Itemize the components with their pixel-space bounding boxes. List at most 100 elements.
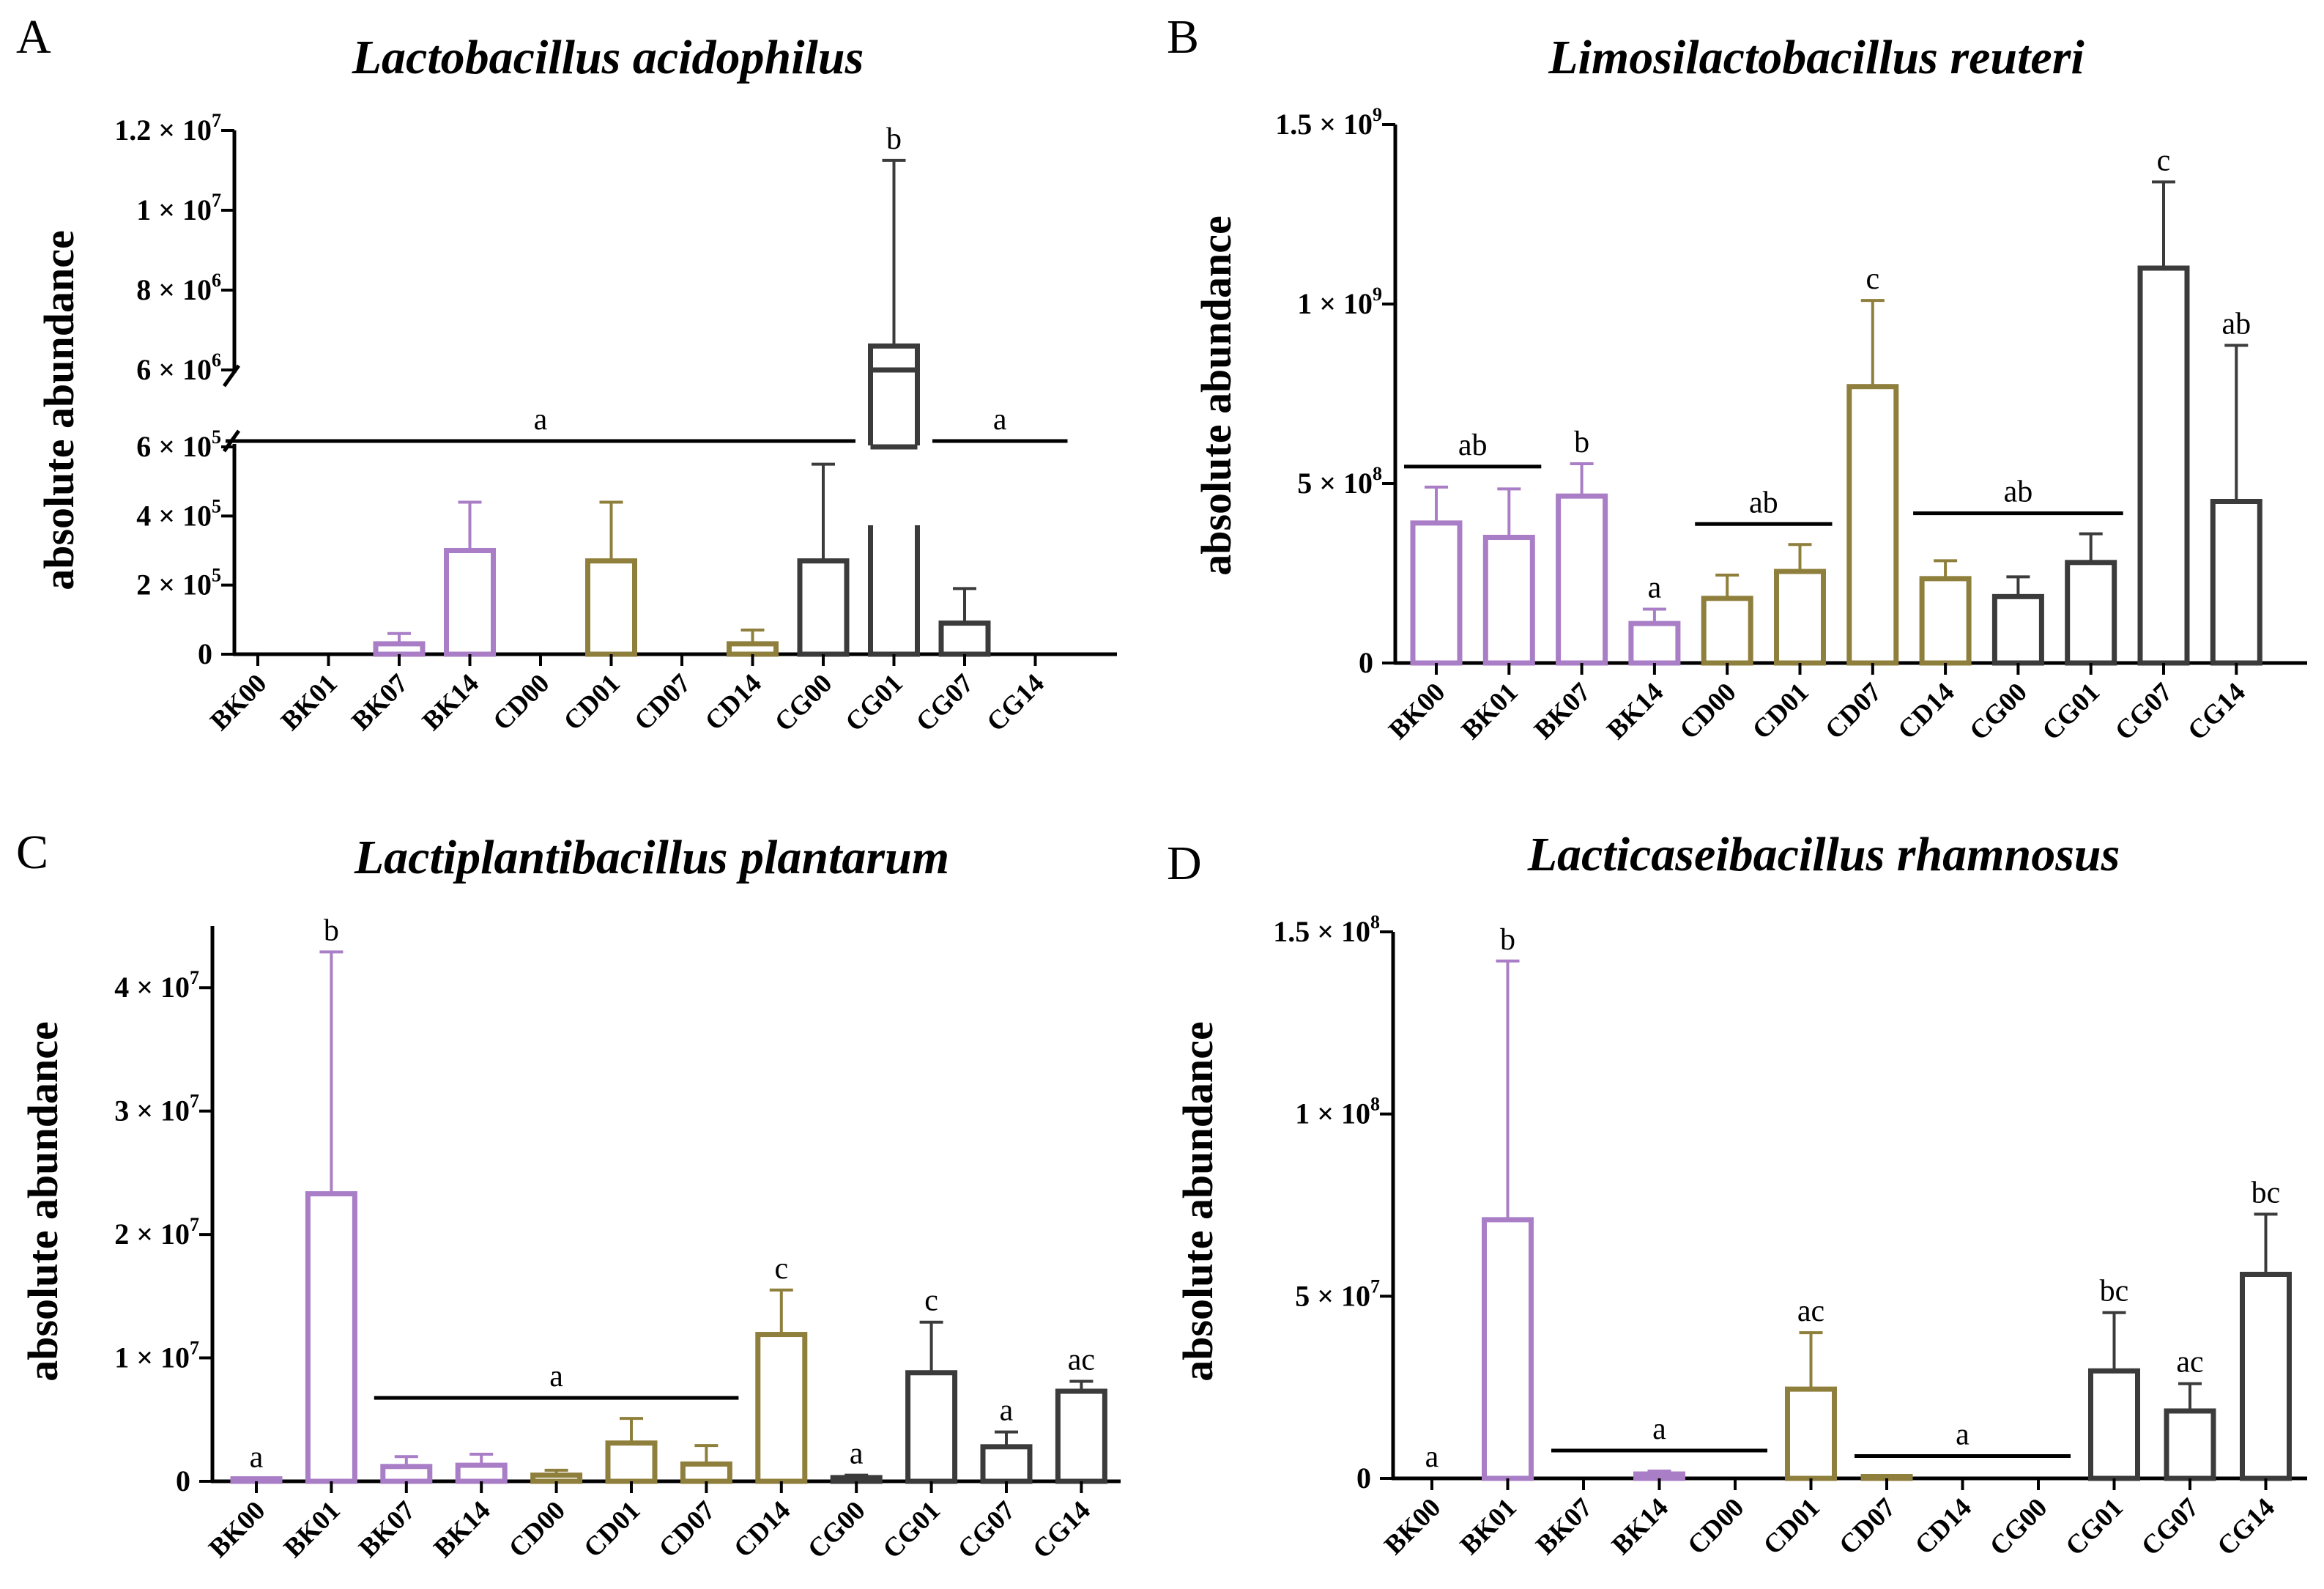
bar-bk00 <box>230 1476 283 1484</box>
bar-bk14 <box>455 1462 508 1484</box>
x-tick-label: CD07 <box>1819 677 1887 745</box>
y-tick-label: 5 × 108 <box>1297 463 1382 500</box>
y-tick-label: 0 <box>1356 1462 1371 1494</box>
x-tick-label: BK07 <box>353 1495 421 1563</box>
bar-cg07 <box>938 621 991 657</box>
bar-cg00 <box>797 558 850 657</box>
significance-label: bc <box>2251 1176 2281 1210</box>
bar-bk07 <box>1556 493 1608 666</box>
significance-label: ab <box>2004 475 2033 509</box>
panel-b: B Limosilactobacillus reuteri absolute a… <box>1167 10 2307 747</box>
significance-label: a <box>1652 1412 1666 1446</box>
panel-d: D Lacticaseibacillus rhamnosus absolute … <box>1167 828 2307 1562</box>
significance-label: ac <box>2176 1346 2203 1379</box>
x-tick-label: CG00 <box>802 1495 871 1564</box>
x-tick-label: CG14 <box>981 668 1050 737</box>
x-tick-label: BK01 <box>1456 677 1524 745</box>
x-tick-label: BK07 <box>1529 677 1597 745</box>
y-tick-label: 4 × 105 <box>136 495 221 532</box>
bar-cg01 <box>905 1370 958 1484</box>
bar-bk01 <box>1482 1217 1534 1481</box>
x-tick-label: CG01 <box>2060 1492 2128 1561</box>
x-tick-label: CG14 <box>2211 1492 2280 1561</box>
y-tick-label: 2 × 105 <box>136 565 221 601</box>
x-tick-label: BK14 <box>417 668 485 736</box>
panel-label: B <box>1167 10 1199 64</box>
x-tick-label: CD00 <box>503 1495 571 1563</box>
x-tick-label: CG07 <box>2136 1492 2205 1561</box>
bar-cg07 <box>2137 265 2190 666</box>
bar-cd00 <box>1701 596 1753 666</box>
significance-label: c <box>1865 262 1879 296</box>
x-tick-label: CD14 <box>1909 1492 1978 1560</box>
x-tick-label: BK14 <box>428 1495 497 1563</box>
y-axis-label: absolute abundance <box>1192 215 1240 576</box>
y-axis-label: absolute abundance <box>1174 1021 1222 1382</box>
y-tick-label: 1.5 × 108 <box>1273 911 1380 948</box>
bar-cg14 <box>2240 1271 2292 1481</box>
y-tick-label: 6 × 106 <box>136 349 221 386</box>
x-tick-label: CD14 <box>1893 677 1961 745</box>
axis-break-mark <box>222 364 241 388</box>
bar-cd07 <box>1846 384 1899 666</box>
bar-cd07 <box>680 1461 732 1484</box>
x-tick-label: CG07 <box>910 668 979 737</box>
bar-cd01 <box>1785 1386 1837 1481</box>
y-tick-label: 8 × 106 <box>136 270 221 306</box>
y-tick-label: 0 <box>198 637 212 670</box>
significance-label: a <box>993 403 1007 437</box>
y-tick-label: 1.5 × 109 <box>1275 104 1382 141</box>
x-tick-label: CD07 <box>653 1495 721 1563</box>
significance-label: b <box>324 914 339 947</box>
x-tick-label: CD01 <box>558 668 626 736</box>
panel-title: Limosilactobacillus reuteri <box>1548 31 2084 84</box>
bar-cd00 <box>530 1473 583 1484</box>
x-tick-label: BK01 <box>1455 1492 1523 1560</box>
bar-break-gap <box>866 445 922 525</box>
bar-cd14 <box>1919 576 1972 666</box>
significance-label: ab <box>2221 307 2251 341</box>
x-tick-label: CD14 <box>699 668 768 736</box>
panel-title: Lactobacillus acidophilus <box>352 31 864 84</box>
bar-cd14 <box>755 1332 808 1484</box>
y-tick-label: 1.2 × 107 <box>114 110 221 147</box>
x-tick-label: BK07 <box>1530 1492 1598 1560</box>
significance-label: ac <box>1068 1344 1095 1377</box>
x-tick-label: CG14 <box>1027 1495 1096 1564</box>
significance-label: a <box>534 403 548 437</box>
significance-label: bc <box>2100 1275 2129 1308</box>
significance-label: a <box>250 1441 264 1475</box>
bar-cg14 <box>2210 499 2262 666</box>
x-tick-label: CG01 <box>839 668 908 737</box>
x-tick-label: CD01 <box>1758 1492 1826 1560</box>
bar-cg00 <box>830 1475 883 1484</box>
significance-label: a <box>850 1437 864 1471</box>
bar-bk14 <box>1633 1471 1685 1481</box>
significance-label: ab <box>1749 486 1778 519</box>
y-tick-label: 1 × 109 <box>1297 284 1382 320</box>
y-axis-label: absolute abundance <box>19 1021 67 1382</box>
bar-cg00 <box>1991 593 2044 666</box>
x-tick-label: BK01 <box>275 668 344 736</box>
y-tick-label: 6 × 105 <box>136 426 221 463</box>
x-tick-label: CD14 <box>728 1495 796 1563</box>
x-tick-label: BK00 <box>204 668 272 736</box>
bar-bk14 <box>444 548 496 657</box>
panel-a: A Lactobacillus acidophilus absolute abu… <box>16 10 1117 738</box>
y-tick-label: 5 × 107 <box>1295 1275 1380 1312</box>
x-tick-label: BK07 <box>346 668 414 736</box>
significance-label: a <box>1000 1394 1014 1428</box>
y-tick-label: 1 × 107 <box>136 190 221 226</box>
significance-label: c <box>2157 144 2171 177</box>
bar-cg01 <box>2088 1368 2140 1481</box>
panel-label: C <box>16 826 48 879</box>
x-tick-label: CD00 <box>487 668 555 736</box>
x-tick-label: CG07 <box>2109 677 2178 746</box>
significance-label: c <box>774 1252 788 1286</box>
x-tick-label: BK00 <box>1378 1492 1447 1560</box>
panel-label: A <box>16 10 51 64</box>
y-tick-label: 1 × 107 <box>114 1338 199 1374</box>
bar-cd01 <box>1774 568 1826 666</box>
bar-cd01 <box>605 1440 658 1484</box>
